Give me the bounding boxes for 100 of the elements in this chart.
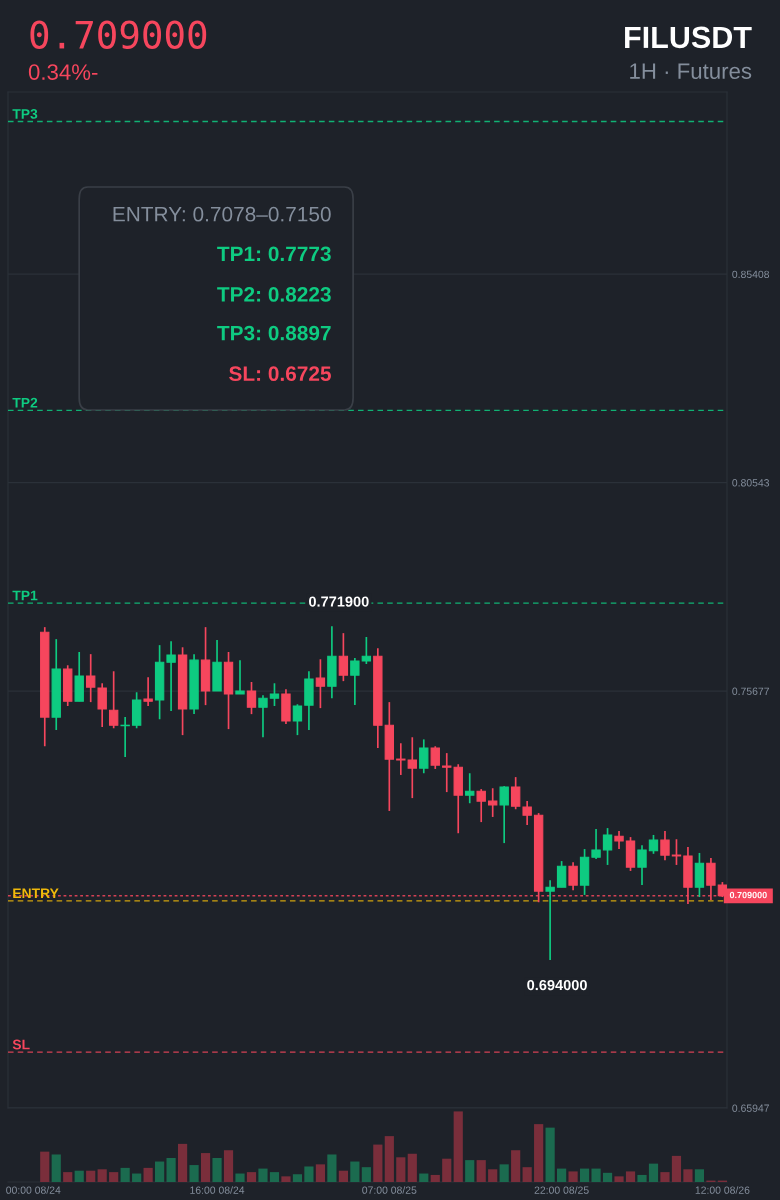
bar: [338, 1170, 348, 1182]
bar: [327, 1154, 337, 1182]
ref-line-label: SL: [12, 1039, 30, 1050]
bar: [361, 1167, 371, 1182]
annotation: 0.694000: [527, 979, 587, 991]
annotation: TP2: 0.8223: [217, 287, 331, 302]
bar: [465, 1160, 475, 1182]
bar: [419, 1173, 429, 1182]
candlestick: [361, 636, 372, 665]
bar: [568, 1171, 578, 1182]
candlestick: [660, 830, 670, 862]
candlestick: [338, 632, 349, 682]
y-tick-label: 0.65947: [732, 1104, 769, 1112]
ref-line-label: TP1: [12, 590, 38, 601]
chart-subtitle: 0.34%-: [28, 64, 98, 80]
bar: [109, 1172, 119, 1182]
bar: [315, 1164, 325, 1182]
bar: [579, 1168, 590, 1182]
candlestick: [545, 879, 555, 961]
bar: [442, 1158, 452, 1182]
candlestick: [556, 860, 567, 889]
bar: [407, 1153, 417, 1182]
candlestick: [269, 682, 280, 707]
bar: [143, 1167, 153, 1182]
candlestick: [292, 703, 303, 736]
bar: [534, 1124, 544, 1182]
bar: [74, 1170, 84, 1182]
candlestick: [694, 852, 705, 898]
bar: [614, 1176, 624, 1182]
chart-title: 0.709000: [30, 20, 207, 49]
bar: [120, 1167, 130, 1182]
x-tick-label: 12:00 08/26: [695, 1186, 750, 1194]
bar: [269, 1172, 280, 1182]
x-tick-label: 07:00 08/25: [362, 1186, 417, 1194]
bar: [200, 1153, 211, 1182]
ref-line-label: TP3: [12, 108, 38, 119]
candlestick: [315, 658, 326, 709]
bar: [694, 1169, 705, 1182]
annotation: TP1: 0.7773: [217, 246, 331, 262]
x-tick-label: 22:00 08/25: [534, 1186, 589, 1194]
bar: [511, 1150, 521, 1182]
bar: [189, 1165, 199, 1182]
candlestick: [97, 682, 107, 728]
bar: [522, 1167, 532, 1182]
bar: [683, 1169, 693, 1182]
bar: [212, 1158, 222, 1182]
bar: [591, 1168, 601, 1182]
candlestick: [637, 844, 647, 886]
candlestick: [499, 785, 509, 844]
bar: [625, 1171, 636, 1182]
bar: [292, 1174, 303, 1182]
bar: [235, 1173, 245, 1182]
bar: [488, 1169, 498, 1182]
candlestick: [522, 800, 532, 826]
candlestick: [143, 676, 153, 707]
bar: [155, 1161, 165, 1182]
ref-line-label: 0.709000: [729, 891, 767, 899]
candlestick: [430, 745, 440, 770]
bar: [671, 1155, 682, 1182]
bar: [97, 1169, 107, 1182]
candlestick: [246, 681, 257, 715]
bar: [63, 1172, 73, 1182]
candlestick: [510, 776, 521, 811]
bar: [177, 1143, 188, 1182]
bar: [453, 1111, 463, 1182]
x-tick-label: 00:00 08/24: [6, 1186, 61, 1194]
ref-line-label: TP2: [12, 397, 38, 408]
annotation: SL: 0.6725: [229, 366, 331, 382]
annotation: TP3: 0.8897: [217, 325, 331, 341]
candlestick: [488, 787, 498, 818]
bar: [602, 1172, 613, 1182]
bar: [166, 1158, 176, 1182]
bar: [373, 1144, 383, 1182]
candlestick: [166, 640, 176, 712]
text: 1H · Futures: [630, 63, 752, 79]
candlestick: [671, 838, 682, 866]
bar: [660, 1172, 670, 1182]
text: FILUSDT: [625, 26, 752, 49]
bar: [499, 1164, 509, 1182]
candlestick: [235, 659, 245, 695]
annotation: ENTRY: 0.7078–0.7150: [113, 206, 331, 222]
bar: [648, 1163, 659, 1182]
x-tick-label: 16:00 08/24: [190, 1186, 245, 1194]
candlestick: [602, 827, 613, 866]
candlestick: [108, 670, 119, 730]
bar: [86, 1170, 96, 1182]
bar: [246, 1172, 257, 1182]
candlestick: [476, 788, 486, 823]
candlestick: [350, 657, 360, 706]
candlestick: [591, 828, 601, 860]
bar: [384, 1136, 394, 1182]
candlestick: [648, 834, 659, 855]
bar: [396, 1157, 406, 1182]
bar: [258, 1168, 268, 1182]
candlestick: [86, 653, 96, 703]
candlestick: [407, 736, 417, 799]
ref-line-label: ENTRY: [13, 888, 59, 899]
bar: [476, 1160, 486, 1182]
candlestick: [419, 738, 429, 775]
bar: [637, 1174, 647, 1182]
